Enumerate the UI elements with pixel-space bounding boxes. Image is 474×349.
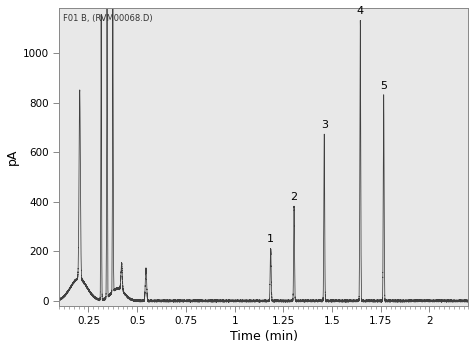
Text: 4: 4 [357,6,364,16]
Y-axis label: pA: pA [6,149,18,165]
Text: 3: 3 [321,120,328,131]
Text: 2: 2 [291,192,298,202]
Text: F01 B, (RVM00068.D): F01 B, (RVM00068.D) [64,14,153,23]
X-axis label: Time (min): Time (min) [230,331,298,343]
Text: 5: 5 [380,81,387,91]
Text: 1: 1 [267,235,274,244]
